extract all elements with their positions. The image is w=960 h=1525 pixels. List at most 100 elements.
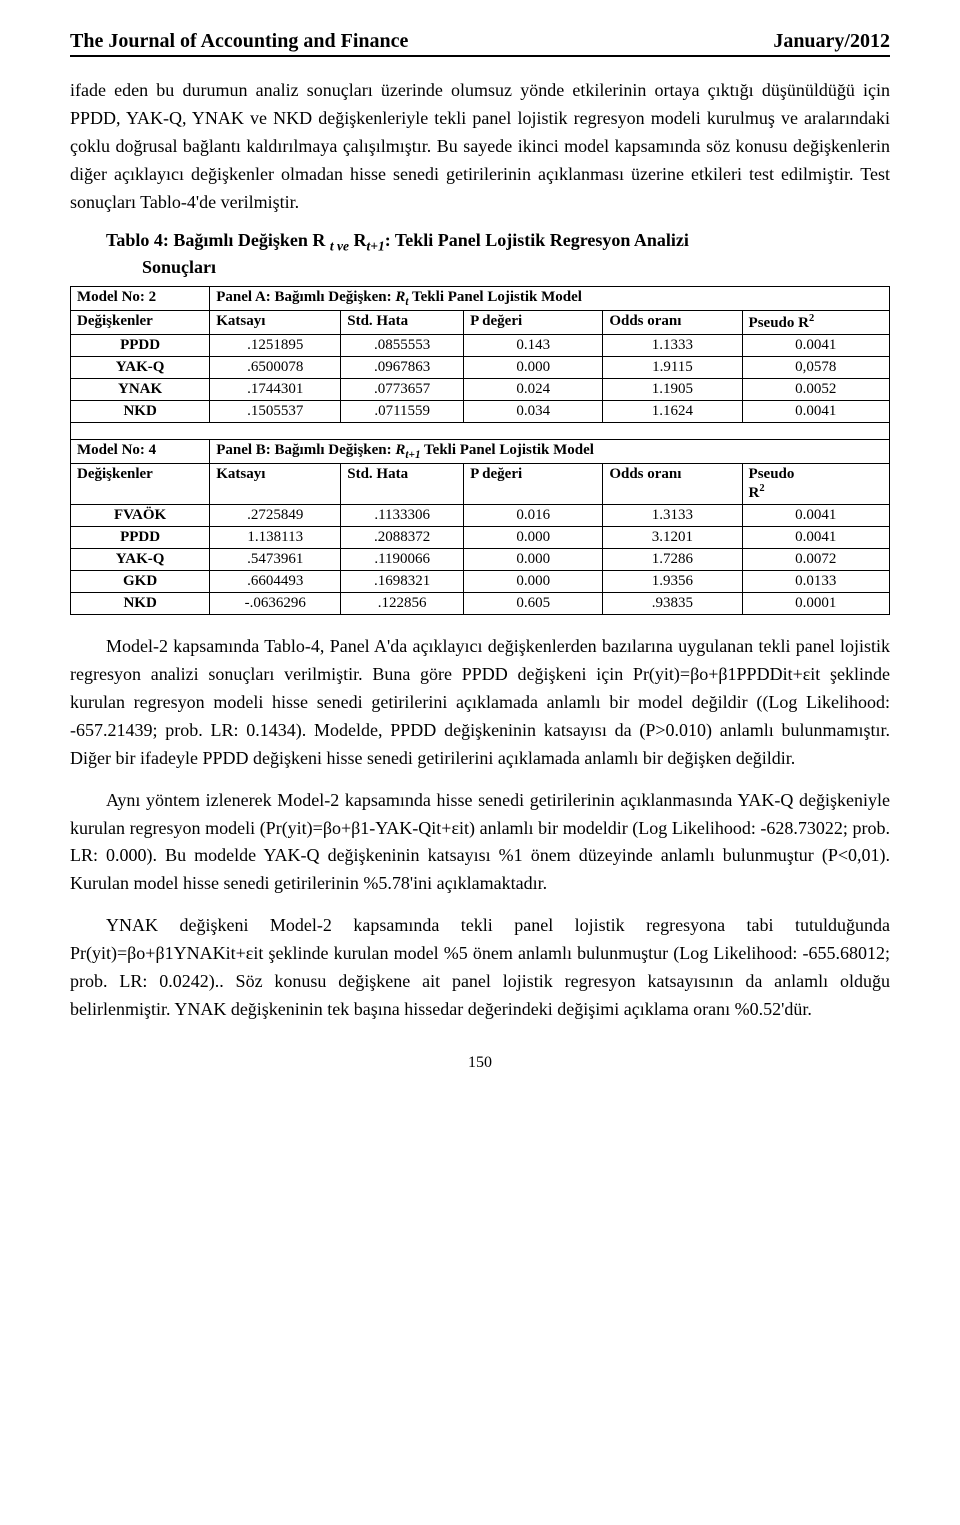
pa-r1-s: .0967863	[341, 357, 464, 379]
pa-r0-c: .1251895	[210, 335, 341, 357]
table-row: PPDD .1251895 .0855553 0.143 1.1333 0.00…	[71, 335, 890, 357]
pb-r1-s: .2088372	[341, 527, 464, 549]
t4-title-sub2: t+1	[367, 239, 385, 254]
pa-r1-c: .6500078	[210, 357, 341, 379]
pb-t-var: R	[395, 442, 405, 458]
table-row: FVAÖK .2725849 .1133306 0.016 1.3133 0.0…	[71, 505, 890, 527]
pb-r4-v: NKD	[71, 593, 210, 615]
pa-r2-o: 1.1905	[603, 379, 742, 401]
paragraph-1: ifade eden bu durumun analiz sonuçları ü…	[70, 77, 890, 216]
pa-r1-v: YAK-Q	[71, 357, 210, 379]
pb-r0-s: .1133306	[341, 505, 464, 527]
table4: Model No: 2 Panel A: Bağımlı Değişken: R…	[70, 286, 890, 615]
pb-r0-v: FVAÖK	[71, 505, 210, 527]
pb-r4-c: -.0636296	[210, 593, 341, 615]
pb-r3-r: 0.0133	[742, 571, 889, 593]
table4-title-line2: Sonuçları	[70, 255, 890, 280]
pb-r3-o: 1.9356	[603, 571, 742, 593]
pa-r0-o: 1.1333	[603, 335, 742, 357]
col-odds-b: Odds oranı	[603, 464, 742, 505]
pb-r1-o: 3.1201	[603, 527, 742, 549]
pb-r3-v: GKD	[71, 571, 210, 593]
pa-r3-o: 1.1624	[603, 401, 742, 423]
pa-r2-p: 0.024	[464, 379, 603, 401]
pa-r2-r: 0.0052	[742, 379, 889, 401]
pb-r0-c: .2725849	[210, 505, 341, 527]
col-se-a: Std. Hata	[341, 311, 464, 335]
pb-r1-p: 0.000	[464, 527, 603, 549]
col-p-a: P değeri	[464, 311, 603, 335]
panelA-title: Panel A: Bağımlı Değişken: Rt Tekli Pane…	[210, 287, 890, 311]
pb-t-sub: t+1	[405, 449, 420, 461]
pb-r4-o: .93835	[603, 593, 742, 615]
pb-r3-s: .1698321	[341, 571, 464, 593]
pb-r2-p: 0.000	[464, 549, 603, 571]
panel-spacer	[71, 423, 890, 440]
col-coef-b: Katsayı	[210, 464, 341, 505]
pa-r3-c: .1505537	[210, 401, 341, 423]
col-r2-b: Pseudo R2	[742, 464, 889, 505]
table-row: YNAK .1744301 .0773657 0.024 1.1905 0.00…	[71, 379, 890, 401]
pb-r2-r: 0.0072	[742, 549, 889, 571]
pa-r0-v: PPDD	[71, 335, 210, 357]
r2main-b: Pseudo	[749, 466, 795, 482]
table-row: PPDD 1.138113 .2088372 0.000 3.1201 0.00…	[71, 527, 890, 549]
pb-r2-s: .1190066	[341, 549, 464, 571]
r2sup-a: 2	[809, 313, 814, 324]
panelB-model-label: Model No: 4	[71, 440, 210, 464]
pb-r4-s: .122856	[341, 593, 464, 615]
table-row: YAK-Q .6500078 .0967863 0.000 1.9115 0,0…	[71, 357, 890, 379]
pa-r1-r: 0,0578	[742, 357, 889, 379]
r2pre-b: R	[749, 485, 760, 501]
col-se-b: Std. Hata	[341, 464, 464, 505]
pb-r3-c: .6604493	[210, 571, 341, 593]
pa-r2-s: .0773657	[341, 379, 464, 401]
paragraph-4: YNAK değişkeni Model-2 kapsamında tekli …	[70, 912, 890, 1024]
pb-t-pre: Panel B: Bağımlı Değişken:	[216, 442, 395, 458]
pb-r1-c: 1.138113	[210, 527, 341, 549]
pb-r4-r: 0.0001	[742, 593, 889, 615]
table4-title-text: Tablo 4: Bağımlı Değişken R t ve Rt+1: T…	[106, 230, 689, 250]
pa-t-pre: Panel A: Bağımlı Değişken:	[216, 289, 395, 305]
page-number: 150	[70, 1054, 890, 1072]
pa-r2-c: .1744301	[210, 379, 341, 401]
pb-r2-o: 1.7286	[603, 549, 742, 571]
pa-r0-p: 0.143	[464, 335, 603, 357]
pa-t-var: R	[395, 289, 405, 305]
journal-title: The Journal of Accounting and Finance	[70, 30, 408, 53]
col-odds-a: Odds oranı	[603, 311, 742, 335]
page-header: The Journal of Accounting and Finance Ja…	[70, 30, 890, 57]
panelA-cols-row: Değişkenler Katsayı Std. Hata P değeri O…	[71, 311, 890, 335]
pa-r3-r: 0.0041	[742, 401, 889, 423]
table-row: NKD .1505537 .0711559 0.034 1.1624 0.004…	[71, 401, 890, 423]
r2pre-a: Pseudo R	[749, 315, 809, 331]
pa-r2-v: YNAK	[71, 379, 210, 401]
pb-r0-o: 1.3133	[603, 505, 742, 527]
pb-r1-r: 0.0041	[742, 527, 889, 549]
paragraph-2: Model-2 kapsamında Tablo-4, Panel A'da a…	[70, 633, 890, 772]
table-row: GKD .6604493 .1698321 0.000 1.9356 0.013…	[71, 571, 890, 593]
paragraph-3: Aynı yöntem izlenerek Model-2 kapsamında…	[70, 787, 890, 899]
pb-r2-c: .5473961	[210, 549, 341, 571]
t4-title-a: Tablo 4: Bağımlı Değişken R	[106, 230, 325, 250]
t4-title-sub1: t ve	[330, 239, 349, 254]
table4-title: Tablo 4: Bağımlı Değişken R t ve Rt+1: T…	[106, 230, 890, 255]
t4-title-mid: R	[349, 230, 367, 250]
issue-date: January/2012	[773, 30, 890, 53]
panelB-title: Panel B: Bağımlı Değişken: Rt+1 Tekli Pa…	[210, 440, 890, 464]
pb-r3-p: 0.000	[464, 571, 603, 593]
col-coef-a: Katsayı	[210, 311, 341, 335]
pa-r3-v: NKD	[71, 401, 210, 423]
table-row: NKD -.0636296 .122856 0.605 .93835 0.000…	[71, 593, 890, 615]
table-row: YAK-Q .5473961 .1190066 0.000 1.7286 0.0…	[71, 549, 890, 571]
pa-r0-r: 0.0041	[742, 335, 889, 357]
pa-r1-p: 0.000	[464, 357, 603, 379]
col-vars-a: Değişkenler	[71, 311, 210, 335]
r2sup-b: 2	[759, 483, 764, 494]
pa-r0-s: .0855553	[341, 335, 464, 357]
col-vars-b: Değişkenler	[71, 464, 210, 505]
pa-r3-p: 0.034	[464, 401, 603, 423]
pa-r3-s: .0711559	[341, 401, 464, 423]
pb-t-post: Tekli Panel Lojistik Model	[421, 442, 594, 458]
t4-title-b: : Tekli Panel Lojistik Regresyon Analizi	[385, 230, 689, 250]
